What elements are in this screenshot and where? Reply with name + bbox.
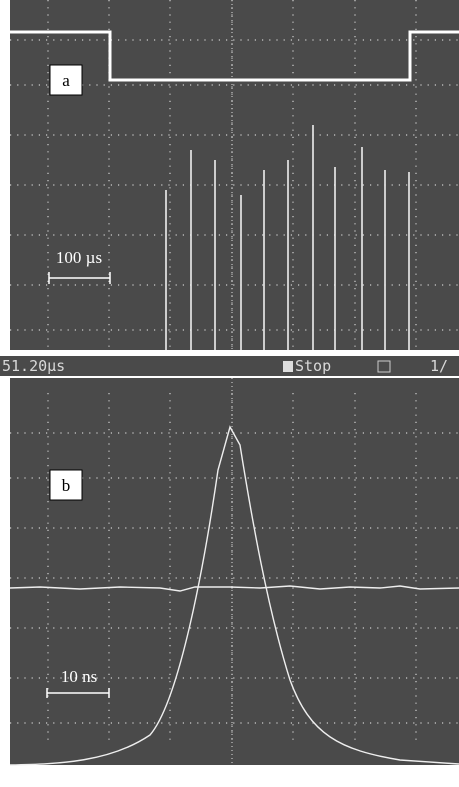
scale-label: 100 µs xyxy=(56,248,102,267)
run-state: Stop xyxy=(295,357,331,375)
figure: a 100 µs 51.20µs Stop 1/ b 10 ns xyxy=(0,0,459,787)
panel-label: a xyxy=(62,71,70,90)
stop-icon xyxy=(283,361,293,372)
page-indicator: 1/ xyxy=(430,357,448,375)
panel-a-screen xyxy=(10,0,459,350)
time-readout: 51.20µs xyxy=(2,357,65,375)
separator xyxy=(0,350,459,356)
panel-label: b xyxy=(62,476,71,495)
separator xyxy=(0,376,459,378)
scale-label: 10 ns xyxy=(61,667,97,686)
